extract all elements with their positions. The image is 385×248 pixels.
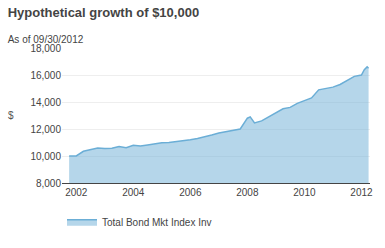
svg-text:2008: 2008: [236, 187, 259, 198]
svg-text:Hypothetical growth of $10,000: Hypothetical growth of $10,000: [8, 5, 199, 20]
svg-text:16,000: 16,000: [30, 70, 61, 81]
svg-text:2010: 2010: [293, 187, 316, 198]
svg-text:$: $: [8, 110, 14, 121]
svg-text:12,000: 12,000: [30, 124, 61, 135]
svg-text:18,000: 18,000: [30, 43, 61, 54]
svg-text:2006: 2006: [179, 187, 202, 198]
svg-text:14,000: 14,000: [30, 97, 61, 108]
svg-text:As of 09/30/2012: As of 09/30/2012: [8, 34, 84, 45]
svg-text:8,000: 8,000: [36, 178, 61, 189]
svg-text:2002: 2002: [65, 187, 88, 198]
svg-text:2004: 2004: [122, 187, 145, 198]
svg-text:10,000: 10,000: [30, 151, 61, 162]
svg-text:Total Bond Mkt Index Inv: Total Bond Mkt Index Inv: [102, 217, 212, 228]
svg-text:2012: 2012: [350, 187, 373, 198]
